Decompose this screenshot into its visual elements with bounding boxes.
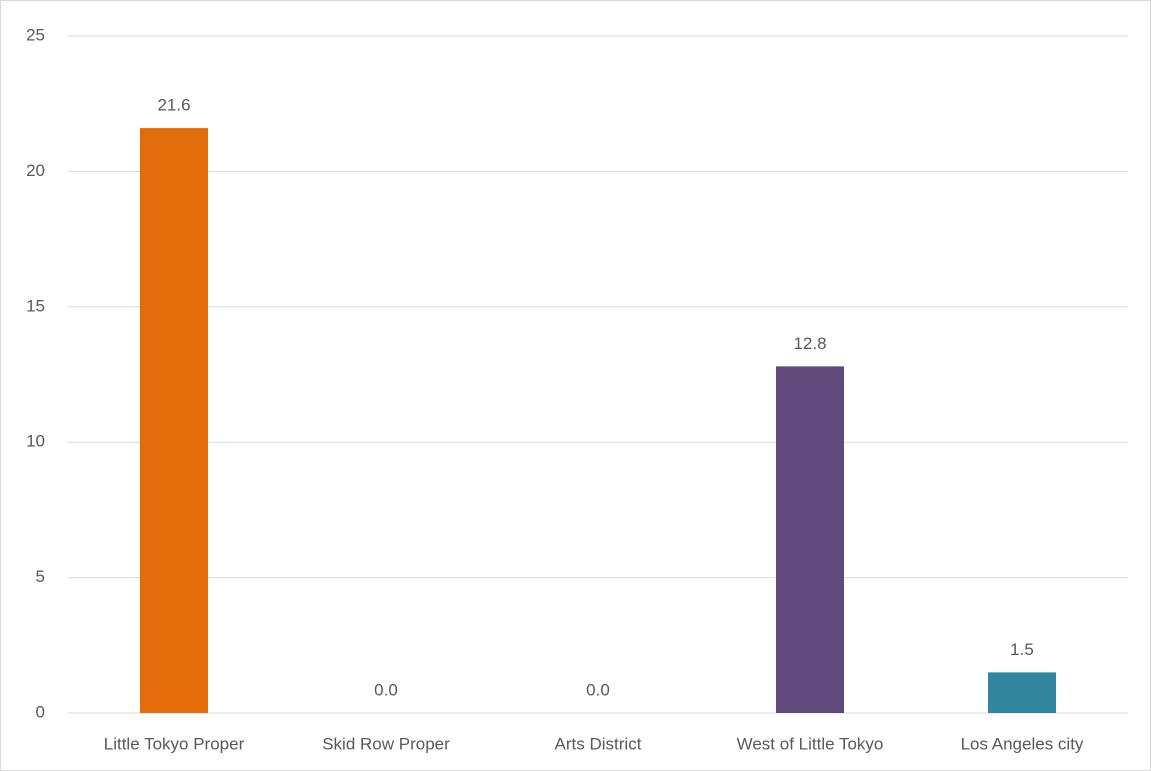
y-tick-label: 0 — [36, 702, 45, 721]
value-label: 21.6 — [157, 96, 190, 115]
y-tick-label: 5 — [36, 567, 45, 586]
y-tick-label: 10 — [26, 432, 45, 451]
y-tick-label: 20 — [26, 161, 45, 180]
x-tick-label: Los Angeles city — [961, 734, 1084, 753]
value-label: 0.0 — [586, 680, 610, 699]
x-tick-label: West of Little Tokyo — [737, 734, 884, 753]
x-tick-label: Skid Row Proper — [322, 734, 450, 753]
bar — [776, 366, 844, 713]
x-tick-label: Little Tokyo Proper — [104, 734, 245, 753]
value-label: 12.8 — [793, 334, 826, 353]
x-tick-label: Arts District — [555, 734, 642, 753]
bar — [140, 128, 208, 713]
value-label: 0.0 — [374, 680, 398, 699]
value-label: 1.5 — [1010, 640, 1034, 659]
y-tick-label: 15 — [26, 296, 45, 315]
bar — [988, 672, 1056, 713]
y-tick-label: 25 — [26, 25, 45, 44]
